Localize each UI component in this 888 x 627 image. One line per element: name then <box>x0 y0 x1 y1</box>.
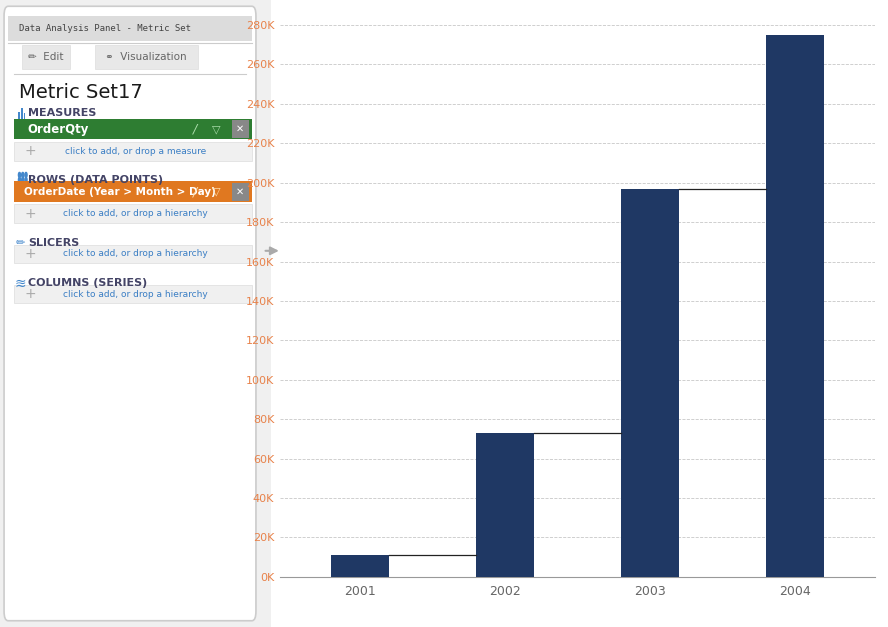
Bar <box>621 189 678 577</box>
Text: ⚭  Visualization: ⚭ Visualization <box>106 52 187 62</box>
Text: ✏: ✏ <box>16 238 25 248</box>
Bar <box>13 204 252 223</box>
Bar <box>13 142 252 161</box>
Text: ✏  Edit: ✏ Edit <box>28 52 64 62</box>
Text: Data Analysis Panel - Metric Set: Data Analysis Panel - Metric Set <box>19 24 191 33</box>
FancyBboxPatch shape <box>4 6 256 621</box>
Text: /: / <box>193 123 197 135</box>
Bar <box>232 183 249 201</box>
Bar <box>21 45 70 69</box>
Text: click to add, or drop a hierarchy: click to add, or drop a hierarchy <box>63 250 208 258</box>
Text: +: + <box>24 144 36 158</box>
Text: /: / <box>193 186 197 198</box>
Text: Metric Set17: Metric Set17 <box>19 83 143 102</box>
Circle shape <box>21 177 24 182</box>
Text: ROWS (DATA POINTS): ROWS (DATA POINTS) <box>28 175 163 185</box>
Bar <box>13 181 252 202</box>
Text: ▽: ▽ <box>212 124 221 134</box>
Bar <box>476 433 534 577</box>
Bar <box>330 555 389 577</box>
Text: ▽: ▽ <box>212 187 221 197</box>
Text: ✕: ✕ <box>236 187 244 197</box>
Text: +: + <box>24 247 36 261</box>
Circle shape <box>25 172 27 177</box>
Text: +: + <box>24 207 36 221</box>
Circle shape <box>21 172 24 177</box>
Bar <box>765 35 824 577</box>
Text: click to add, or drop a hierarchy: click to add, or drop a hierarchy <box>63 290 208 298</box>
Bar <box>19 112 20 119</box>
Bar <box>13 119 252 139</box>
Text: ≋: ≋ <box>14 277 26 290</box>
Text: ✕: ✕ <box>236 124 244 134</box>
Bar <box>13 285 252 303</box>
Text: MEASURES: MEASURES <box>28 108 97 119</box>
Text: COLUMNS (SERIES): COLUMNS (SERIES) <box>28 278 147 288</box>
Circle shape <box>19 177 20 182</box>
Bar <box>13 245 252 263</box>
Circle shape <box>25 177 27 182</box>
Text: OrderQty: OrderQty <box>27 123 89 135</box>
Bar <box>24 113 26 119</box>
Bar <box>95 45 198 69</box>
Bar <box>21 108 23 119</box>
Bar <box>8 16 252 41</box>
Text: OrderDate (Year > Month > Day): OrderDate (Year > Month > Day) <box>24 187 217 197</box>
Bar <box>232 120 249 138</box>
Text: SLICERS: SLICERS <box>28 238 80 248</box>
Circle shape <box>19 172 20 177</box>
Text: click to add, or drop a hierarchy: click to add, or drop a hierarchy <box>63 209 208 218</box>
Text: click to add, or drop a measure: click to add, or drop a measure <box>65 147 206 155</box>
Text: +: + <box>24 287 36 301</box>
